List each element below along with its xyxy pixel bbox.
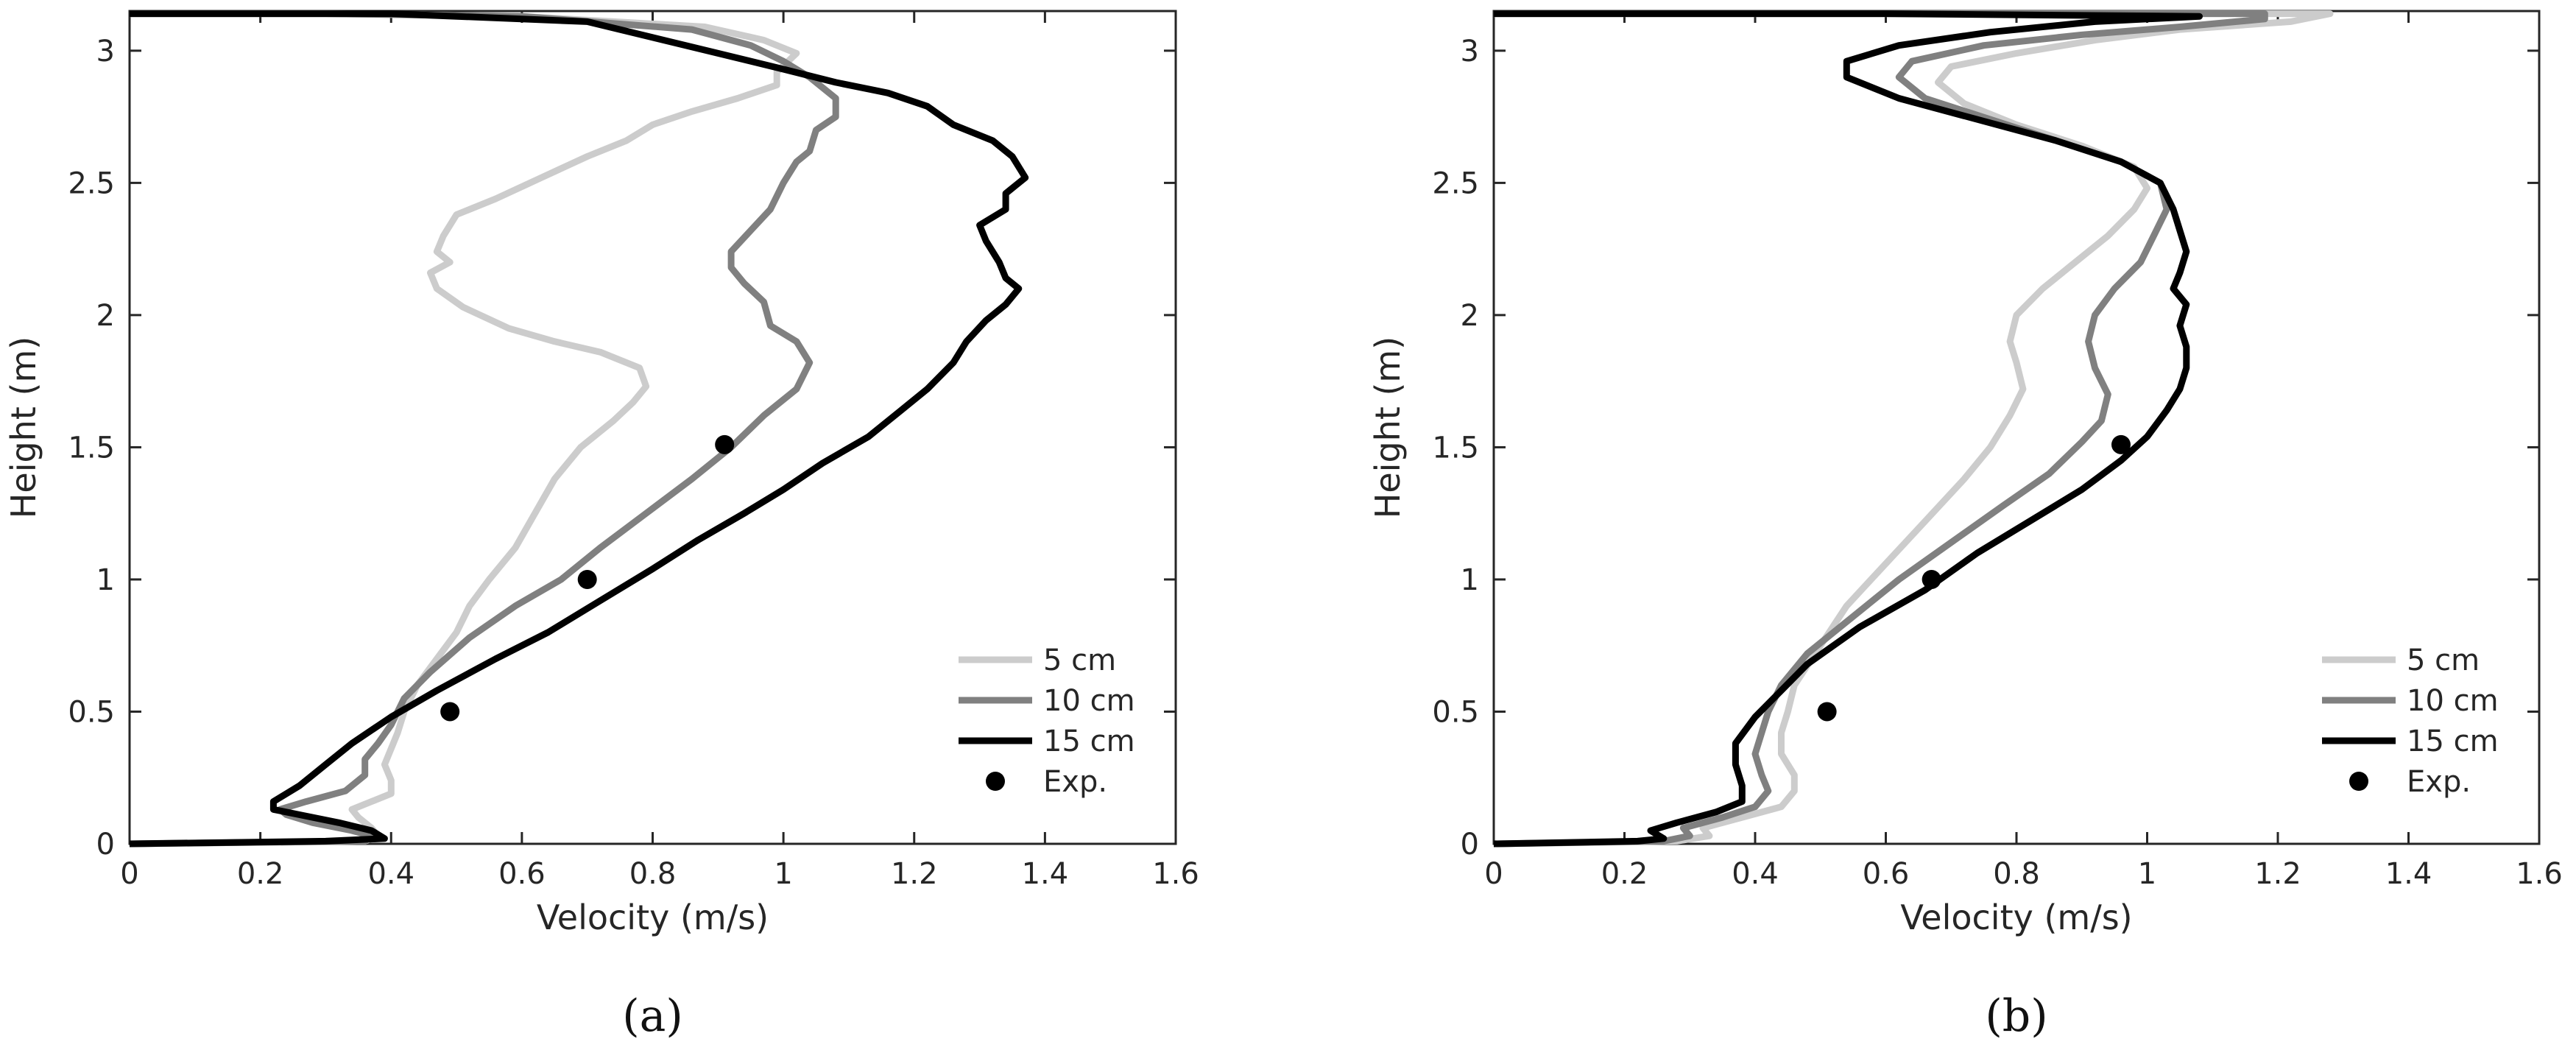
y-tick-label: 2 — [96, 299, 115, 333]
series-group — [1494, 10, 2334, 848]
series-line-15-cm — [130, 10, 1029, 848]
y-tick-label: 3 — [1461, 35, 1479, 68]
x-tick-label: 0.4 — [1732, 857, 1779, 891]
chart-panel-a: 0 0.2 0.4 0.6 0.8 1 1.2 1.4 1.6 0 0.5 1 1.5 2 2.5 3 Velo… — [4, 10, 1199, 1042]
x-tick-label: 0.2 — [237, 857, 284, 891]
legend-exp-marker — [986, 772, 1005, 791]
x-tick-label: 0.8 — [629, 857, 677, 891]
x-tick-label: 0 — [1484, 857, 1503, 891]
y-tick-label: 2.5 — [68, 166, 115, 200]
x-tick-label: 1.4 — [1022, 857, 1069, 891]
x-tick-label: 1.6 — [2516, 857, 2563, 891]
legend-entry-label: 10 cm — [1043, 684, 1135, 718]
y-tick-label: 1 — [1461, 563, 1479, 597]
plot-area-frame — [128, 10, 1177, 845]
series-line-5-cm — [1494, 10, 2334, 848]
series-line-15-cm — [1494, 10, 2203, 848]
legend-entry-label: 5 cm — [1043, 644, 1116, 677]
x-tick-label: 0.8 — [1993, 857, 2040, 891]
panel-label: (a) — [622, 990, 683, 1042]
y-tick-label: 2 — [1461, 299, 1479, 333]
legend-entry-label: 15 cm — [1043, 725, 1135, 758]
x-tick-label: 0 — [120, 857, 138, 891]
x-tick-label: 0.4 — [367, 857, 414, 891]
experimental-point — [1817, 702, 1837, 722]
x-tick-label: 0.2 — [1601, 857, 1648, 891]
x-tick-label: 1.4 — [2385, 857, 2432, 891]
experimental-point — [715, 434, 735, 454]
x-axis-label: Velocity (m/s) — [1900, 898, 2132, 937]
y-tick-label: 0 — [96, 828, 115, 862]
y-tick-label: 0.5 — [68, 695, 115, 729]
panel-label: (b) — [1985, 990, 2047, 1042]
legend-entry-label: 5 cm — [2407, 644, 2480, 677]
x-tick-label: 1 — [774, 857, 792, 891]
series-line-5-cm — [130, 10, 800, 848]
series-line-10-cm — [130, 10, 839, 848]
chart-panel-b: 0 0.2 0.4 0.6 0.8 1 1.2 1.4 1.6 0 0.5 1 1.5 2 2.5 3 Velo… — [1368, 10, 2563, 1042]
y-axis-label: Height (m) — [4, 337, 43, 518]
legend-entry-label: 10 cm — [2407, 684, 2499, 718]
x-tick-label: 1.2 — [891, 857, 938, 891]
series-group — [130, 10, 1029, 848]
x-tick-label: 1.6 — [1152, 857, 1199, 891]
plot-area-frame — [1492, 10, 2541, 845]
y-axis-label: Height (m) — [1368, 337, 1408, 518]
experimental-point — [577, 569, 597, 589]
legend-exp-marker — [2349, 772, 2368, 791]
y-tick-label: 1 — [96, 563, 115, 597]
experimental-point — [2111, 434, 2131, 454]
y-tick-label: 0 — [1461, 828, 1479, 862]
legend-entry-label: Exp. — [1043, 765, 1107, 799]
y-tick-label: 1.5 — [1432, 431, 1479, 465]
experimental-point — [1922, 569, 1941, 589]
x-axis-label: Velocity (m/s) — [537, 898, 769, 937]
x-tick-label: 1.2 — [2254, 857, 2301, 891]
legend-entry-label: Exp. — [2407, 765, 2471, 799]
series-line-10-cm — [1494, 10, 2268, 848]
y-tick-label: 3 — [96, 35, 115, 68]
y-tick-label: 2.5 — [1432, 166, 1479, 200]
x-tick-label: 0.6 — [1863, 857, 1910, 891]
experimental-point — [440, 702, 460, 722]
x-tick-label: 0.6 — [498, 857, 546, 891]
x-tick-label: 1 — [2138, 857, 2156, 891]
y-tick-label: 1.5 — [68, 431, 115, 465]
y-tick-label: 0.5 — [1432, 695, 1479, 729]
legend-entry-label: 15 cm — [2407, 725, 2499, 758]
